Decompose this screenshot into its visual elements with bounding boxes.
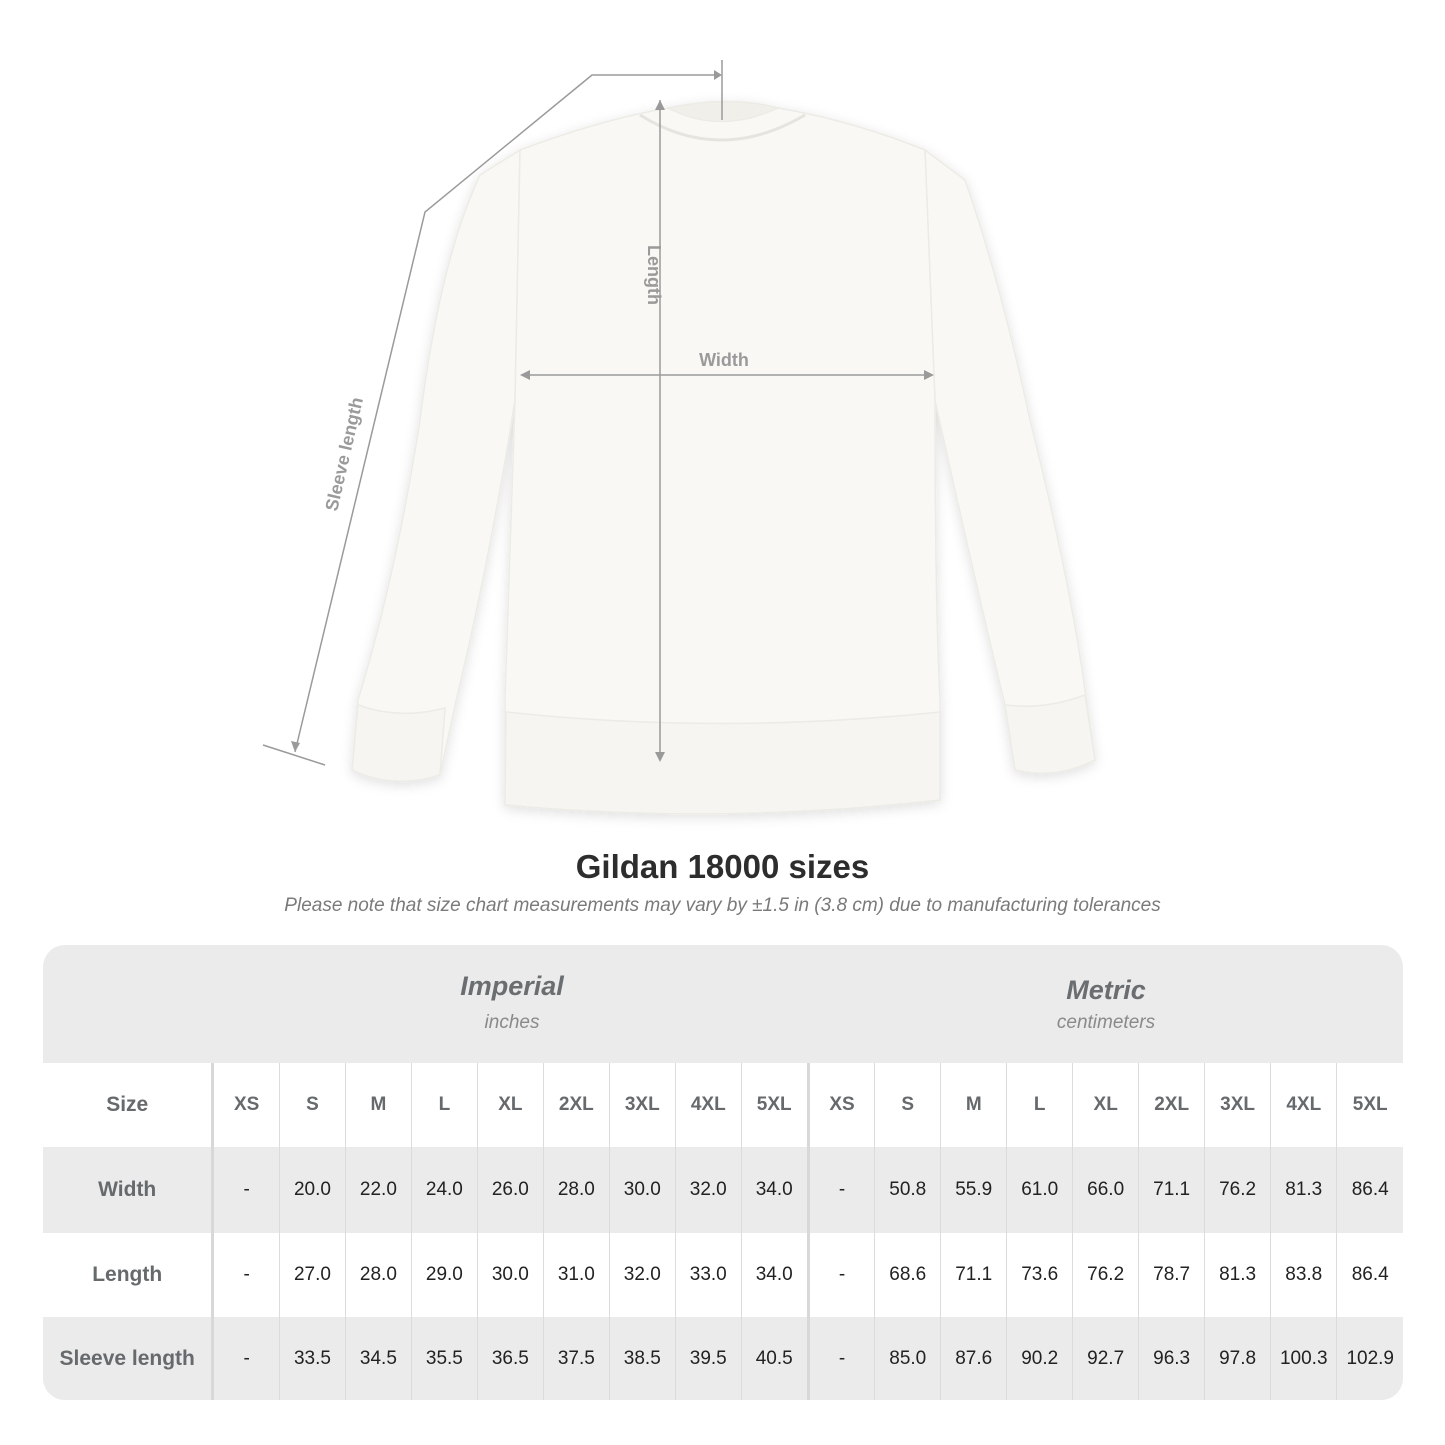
metric-value: 87.6 bbox=[940, 1317, 1007, 1400]
imperial-unit: inches bbox=[484, 1012, 540, 1033]
imperial-size-xl: XL bbox=[476, 1063, 544, 1147]
metric-value: 68.6 bbox=[874, 1233, 941, 1317]
metric-value: 76.2 bbox=[1072, 1233, 1139, 1317]
imperial-value: 28.0 bbox=[344, 1233, 412, 1317]
metric-value: 76.2 bbox=[1204, 1147, 1271, 1233]
metric-value: 61.0 bbox=[1006, 1147, 1073, 1233]
metric-value: 66.0 bbox=[1072, 1147, 1139, 1233]
imperial-value: 32.0 bbox=[674, 1147, 742, 1233]
metric-size-l: L bbox=[1006, 1063, 1073, 1147]
imperial-value: 34.0 bbox=[740, 1233, 809, 1317]
row-label: Width bbox=[43, 1147, 215, 1233]
imperial-value: - bbox=[212, 1233, 280, 1317]
sleeve-length-label: Sleeve length bbox=[321, 395, 367, 513]
metric-value: 55.9 bbox=[940, 1147, 1007, 1233]
length-label: Length bbox=[644, 245, 664, 305]
imperial-size-2xl: 2XL bbox=[542, 1063, 610, 1147]
metric-size-xl: XL bbox=[1072, 1063, 1139, 1147]
imperial-size-s: S bbox=[278, 1063, 346, 1147]
sweatshirt-measurement-diagram: Length Width Sleeve length bbox=[262, 60, 1096, 815]
table-row: Width -20.0 22.0 24.0 26.0 28.0 30.0 32.0 34.0-5… bbox=[43, 1147, 1403, 1233]
imperial-value: 20.0 bbox=[278, 1147, 346, 1233]
imperial-value: 22.0 bbox=[344, 1147, 412, 1233]
metric-size-2xl: 2XL bbox=[1138, 1063, 1205, 1147]
metric-value: - bbox=[806, 1233, 875, 1317]
metric-value: 71.1 bbox=[940, 1233, 1007, 1317]
width-label: Width bbox=[699, 350, 749, 370]
metric-value: 81.3 bbox=[1270, 1147, 1337, 1233]
metric-value: 86.4 bbox=[1336, 1233, 1403, 1317]
metric-value: 92.7 bbox=[1072, 1317, 1139, 1400]
imperial-size-5xl: 5XL bbox=[740, 1063, 809, 1147]
imperial-value: 26.0 bbox=[476, 1147, 544, 1233]
metric-value: 102.9 bbox=[1336, 1317, 1403, 1400]
metric-size-xs: XS bbox=[806, 1063, 875, 1147]
metric-size-5xl: 5XL bbox=[1336, 1063, 1403, 1147]
metric-value: 50.8 bbox=[874, 1147, 941, 1233]
imperial-header: Imperial inches bbox=[215, 945, 809, 1063]
imperial-title: Imperial bbox=[460, 971, 564, 1001]
imperial-value: 31.0 bbox=[542, 1233, 610, 1317]
imperial-value: 27.0 bbox=[278, 1233, 346, 1317]
metric-value: 71.1 bbox=[1138, 1147, 1205, 1233]
row-label: Sleeve length bbox=[43, 1317, 215, 1400]
metric-value: 83.8 bbox=[1270, 1233, 1337, 1317]
size-grid: Size XS S M L XL 2XL 3XL 4XL 5XL XS S M L XL 2XL 3XL 4XL 5… bbox=[43, 1063, 1403, 1400]
metric-size-3xl: 3XL bbox=[1204, 1063, 1271, 1147]
imperial-size-l: L bbox=[410, 1063, 478, 1147]
imperial-value: 24.0 bbox=[410, 1147, 478, 1233]
imperial-size-3xl: 3XL bbox=[608, 1063, 676, 1147]
metric-value: 96.3 bbox=[1138, 1317, 1205, 1400]
metric-value: 86.4 bbox=[1336, 1147, 1403, 1233]
metric-value: 73.6 bbox=[1006, 1233, 1073, 1317]
metric-value: 100.3 bbox=[1270, 1317, 1337, 1400]
metric-value: - bbox=[806, 1147, 875, 1233]
imperial-size-4xl: 4XL bbox=[674, 1063, 742, 1147]
sweatshirt-image bbox=[351, 100, 1096, 815]
arrowheads bbox=[291, 70, 934, 762]
imperial-value: - bbox=[212, 1317, 280, 1400]
imperial-size-m: M bbox=[344, 1063, 412, 1147]
imperial-value: 36.5 bbox=[476, 1317, 544, 1400]
measurement-lines bbox=[262, 60, 932, 766]
metric-value: 97.8 bbox=[1204, 1317, 1271, 1400]
imperial-value: 37.5 bbox=[542, 1317, 610, 1400]
imperial-size-xs: XS bbox=[212, 1063, 280, 1147]
metric-size-s: S bbox=[874, 1063, 941, 1147]
imperial-value: 33.0 bbox=[674, 1233, 742, 1317]
row-label: Length bbox=[43, 1233, 215, 1317]
metric-size-4xl: 4XL bbox=[1270, 1063, 1337, 1147]
metric-value: - bbox=[806, 1317, 875, 1400]
metric-value: 90.2 bbox=[1006, 1317, 1073, 1400]
size-label: Size bbox=[43, 1063, 215, 1147]
imperial-value: 29.0 bbox=[410, 1233, 478, 1317]
imperial-value: 28.0 bbox=[542, 1147, 610, 1233]
chart-title: Gildan 18000 sizes bbox=[575, 848, 870, 885]
table-row: Sleeve length -33.5 34.5 35.5 36.5 37.5 38.5 39… bbox=[43, 1317, 1403, 1400]
metric-unit: centimeters bbox=[1056, 1012, 1156, 1033]
metric-header: Metric centimeters bbox=[809, 945, 1403, 1063]
tolerance-note: Please note that size chart measurements… bbox=[284, 895, 1161, 916]
imperial-value: 40.5 bbox=[740, 1317, 809, 1400]
imperial-value: 35.5 bbox=[410, 1317, 478, 1400]
imperial-value: 30.0 bbox=[476, 1233, 544, 1317]
metric-title: Metric bbox=[1066, 975, 1146, 1005]
metric-value: 81.3 bbox=[1204, 1233, 1271, 1317]
imperial-value: 38.5 bbox=[608, 1317, 676, 1400]
size-table: Imperial inches Metric centimeters Size X… bbox=[43, 945, 1403, 1400]
imperial-value: 30.0 bbox=[608, 1147, 676, 1233]
imperial-value: 39.5 bbox=[674, 1317, 742, 1400]
metric-value: 85.0 bbox=[874, 1317, 941, 1400]
size-header-row: Size XS S M L XL 2XL 3XL 4XL 5XL XS S M L XL 2XL 3XL 4XL 5… bbox=[43, 1063, 1403, 1147]
metric-value: 78.7 bbox=[1138, 1233, 1205, 1317]
table-row: Length -27.0 28.0 29.0 30.0 31.0 32.0 33.0 34.0-… bbox=[43, 1233, 1403, 1317]
metric-size-m: M bbox=[940, 1063, 1007, 1147]
imperial-value: 34.5 bbox=[344, 1317, 412, 1400]
imperial-value: 32.0 bbox=[608, 1233, 676, 1317]
imperial-value: - bbox=[212, 1147, 280, 1233]
imperial-value: 33.5 bbox=[278, 1317, 346, 1400]
imperial-value: 34.0 bbox=[740, 1147, 809, 1233]
